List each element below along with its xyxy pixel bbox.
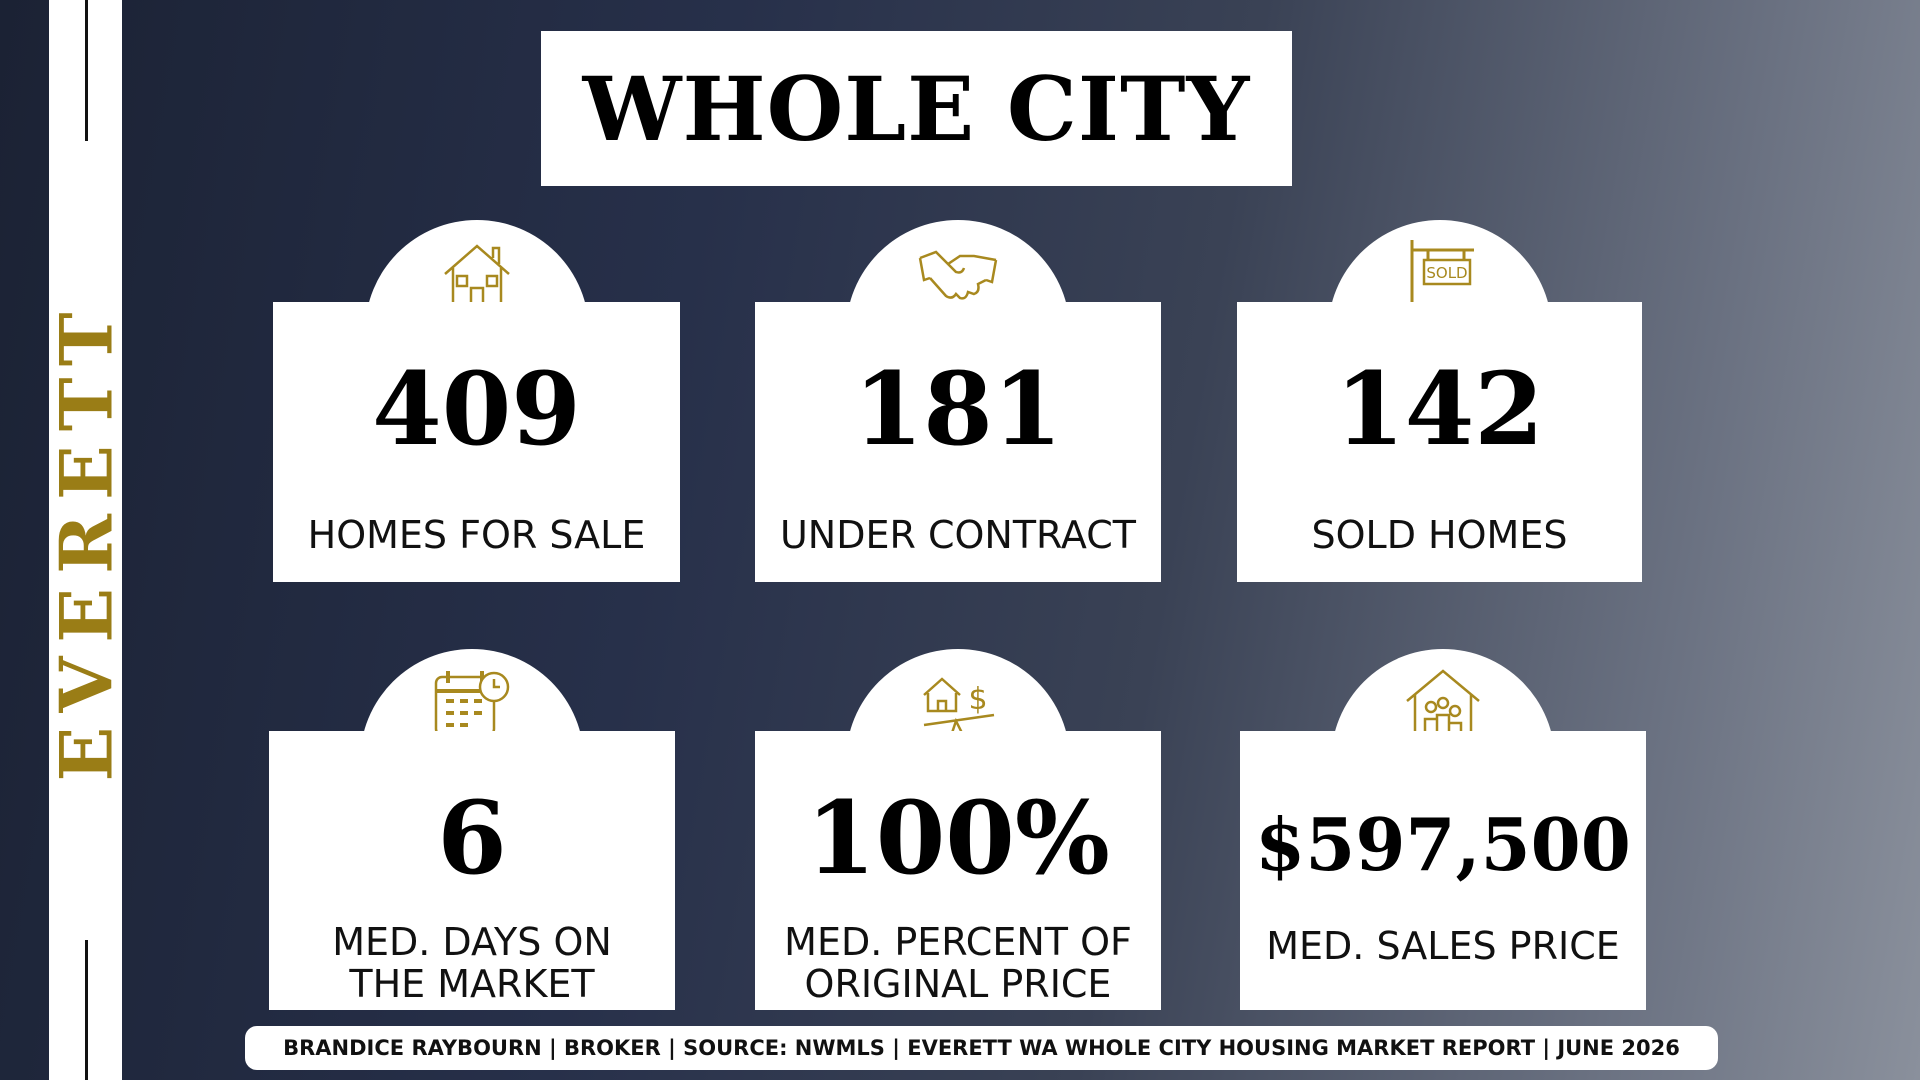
footer: BRANDICE RAYBOURN | BROKER | SOURCE: NWM… — [283, 1036, 1680, 1060]
icon-part: SOLD — [1426, 264, 1467, 282]
label-line: HOMES FOR SALE — [307, 513, 646, 557]
icon-part — [918, 250, 998, 300]
icon-part — [1436, 696, 1450, 710]
label-line: MED. DAYS ON — [332, 920, 612, 964]
stat-label: MED. PERCENT OF ORIGINAL PRICE — [755, 921, 1161, 1005]
side-line — [85, 0, 88, 141]
label-line: SOLD HOMES — [1311, 513, 1568, 557]
icon-part — [1422, 258, 1471, 286]
title: WHOLE CITY — [582, 56, 1251, 161]
stat-value: 100% — [806, 779, 1110, 897]
stat-label: UNDER CONTRACT — [755, 514, 1161, 556]
stat-card: 6 MED. DAYS ON THE MARKET — [269, 731, 675, 1010]
stat-card: 409 HOMES FOR SALE — [273, 302, 680, 582]
stat-card: 181 UNDER CONTRACT — [755, 302, 1161, 582]
stat-label: MED. SALES PRICE — [1240, 925, 1646, 967]
label-line: MED. PERCENT OF — [784, 920, 1132, 964]
stat-card: $597,500 MED. SALES PRICE — [1240, 731, 1646, 1010]
icon-part — [492, 679, 500, 689]
stat-value: 181 — [853, 350, 1063, 468]
card-icon: $ — [923, 677, 995, 735]
card-icon — [434, 671, 510, 737]
icon-part — [923, 677, 995, 735]
stat-card: 142 SOLD HOMES — [1237, 302, 1642, 582]
label-line: ORIGINAL PRICE — [804, 962, 1112, 1006]
title-box: WHOLE CITY — [541, 31, 1292, 186]
label-line: UNDER CONTRACT — [779, 513, 1136, 557]
side-strip — [49, 0, 122, 1080]
icon-part — [1448, 704, 1462, 718]
side-line — [85, 940, 88, 1080]
city-label: EVERETT — [43, 298, 129, 782]
stat-value: 409 — [372, 350, 581, 468]
label-line: MED. SALES PRICE — [1266, 924, 1620, 968]
stat-card: 100% MED. PERCENT OF ORIGINAL PRICE — [755, 731, 1161, 1010]
stat-value: 142 — [1335, 350, 1544, 468]
stat-label: MED. DAYS ON THE MARKET — [269, 921, 675, 1005]
icon-part — [1424, 700, 1438, 714]
icon-part: $ — [968, 682, 987, 717]
icon-part — [436, 671, 494, 727]
stat-label: SOLD HOMES — [1237, 514, 1642, 556]
icon-part — [443, 244, 510, 312]
stat-label: HOMES FOR SALE — [273, 514, 680, 556]
footer-box: BRANDICE RAYBOURN | BROKER | SOURCE: NWM… — [245, 1026, 1718, 1070]
card-icon — [918, 250, 998, 300]
stat-value: $597,500 — [1255, 802, 1631, 887]
stat-value: 6 — [437, 779, 507, 897]
label-line: THE MARKET — [349, 962, 595, 1006]
